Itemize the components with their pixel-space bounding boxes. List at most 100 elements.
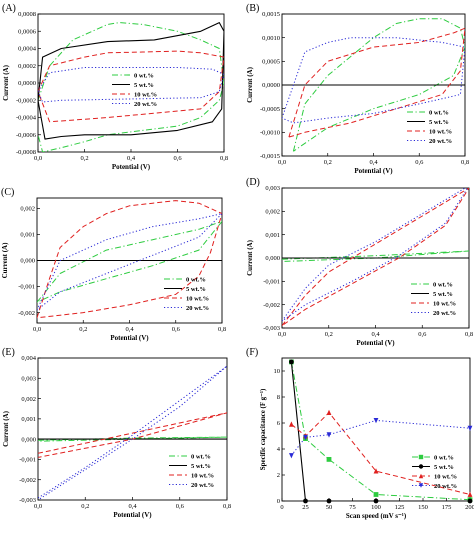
data-point-marker: [303, 434, 308, 441]
series-line-20wt: [282, 188, 469, 322]
data-point-marker: [289, 421, 294, 427]
series-line-10wt: [282, 188, 469, 327]
legend-label: 20 wt.%: [433, 310, 456, 317]
series-line-20wt: [282, 37, 465, 124]
series-group: [38, 365, 227, 500]
series-group: [282, 18, 465, 152]
x-tick-label: 0,6: [176, 503, 185, 510]
series-line-5wt: [38, 22, 224, 140]
y-tick-label: 0,001: [21, 416, 36, 423]
x-tick-label: 0,4: [371, 331, 380, 338]
y-axis-label: Current (A): [2, 410, 10, 447]
legend: 0 wt.% 5 wt.% 10 wt.% 20 wt.%: [112, 72, 157, 108]
data-point-marker: [303, 498, 308, 504]
legend-label: 0 wt.%: [134, 72, 154, 79]
x-tick-label: 150: [418, 504, 428, 511]
x-tick-label: 0,0: [34, 503, 42, 510]
x-tick-label: 0,2: [325, 331, 333, 338]
panel-label: (C): [1, 187, 14, 198]
legend-label: 0 wt.%: [434, 454, 454, 461]
plot-frame: [37, 13, 225, 153]
legend: 0 wt.% 5 wt.% 10 wt.% 20 wt.%: [407, 109, 452, 145]
x-tick-label: 0,0: [278, 159, 286, 166]
legend-label: 5 wt.%: [433, 291, 453, 298]
series-line-0wt: [290, 361, 470, 501]
x-tick-label: 0,4: [127, 155, 136, 162]
x-tick-label: 25: [302, 504, 309, 511]
series-line-0wt: [282, 250, 469, 262]
y-tick-label: -0,0005: [260, 106, 280, 113]
x-axis-label: Potential (V): [113, 511, 152, 519]
y-tick-label: -0,002: [18, 310, 35, 317]
panel-label: (A): [2, 3, 16, 14]
data-point-marker: [326, 457, 332, 462]
y-tick-label: 0,003: [265, 185, 280, 192]
legend: 0 wt.% 5 wt.% 10 wt.% 20 wt.%: [412, 454, 457, 490]
legend-label: 5 wt.%: [186, 286, 206, 293]
chart-panel-e: (E) 0,0 0,2 0,4 0,6 0,8 -0,003 -0,002 -0,001 0,00…: [2, 347, 231, 519]
x-tick-label: 0,0: [278, 331, 286, 338]
y-tick-label: -0,0002: [16, 97, 36, 104]
y-tick-label: -0,0015: [260, 153, 280, 160]
data-point-marker: [326, 498, 332, 504]
x-tick-label: 0,2: [79, 326, 87, 333]
legend-label: 5 wt.%: [429, 119, 449, 126]
legend-label: 20 wt.%: [134, 101, 157, 108]
y-tick-label: -0,001: [19, 457, 36, 464]
legend-label: 5 wt.%: [191, 463, 211, 470]
data-point-marker: [373, 468, 379, 474]
panel-label: (E): [2, 347, 15, 358]
y-tick-label: -0,0008: [16, 149, 36, 156]
legend-label: 5 wt.%: [134, 82, 154, 89]
x-tick-label: 200: [465, 504, 474, 511]
series-line-0wt: [292, 18, 465, 152]
series-line-20wt: [38, 365, 227, 500]
panel-label: (F): [246, 347, 258, 358]
series-group: [37, 200, 222, 319]
x-axis-label: Potential (V): [356, 339, 395, 347]
x-tick-label: 0,4: [128, 503, 137, 510]
y-tick-label: 0,004: [21, 355, 36, 362]
y-tick-label: 0,0000: [262, 82, 280, 89]
series-line-10wt: [38, 50, 224, 123]
legend-label: 0 wt.%: [191, 453, 211, 460]
y-tick-label: -0,0010: [260, 130, 280, 137]
y-axis-label: Current (A): [246, 239, 254, 276]
x-tick-label: 0,6: [415, 159, 424, 166]
y-tick-label: 8: [277, 394, 280, 401]
x-axis-label: Scan speed (mV s⁻¹): [346, 512, 407, 520]
x-tick-label: 0: [280, 504, 283, 511]
series-line-0wt: [37, 220, 222, 303]
y-tick-label: 6: [277, 420, 281, 427]
x-tick-label: 0,6: [173, 155, 182, 162]
y-tick-label: 0,002: [21, 396, 36, 403]
y-tick-label: 0,000: [20, 258, 35, 265]
y-tick-label: 0,000: [21, 436, 36, 443]
legend: 0 wt.% 5 wt.% 10 wt.% 20 wt.%: [169, 453, 214, 489]
chart-panel-c: (C) 0,0 0,2 0,4 0,6 0,8 -0,002 -0,001 0,000 0,001…: [1, 187, 226, 342]
data-point-marker: [289, 453, 294, 459]
y-tick-label: -0,0004: [16, 115, 37, 122]
x-tick-label: 0,6: [172, 326, 181, 333]
y-tick-label: -0,002: [263, 302, 280, 309]
legend-label: 10 wt.%: [186, 295, 209, 302]
legend-label: 20 wt.%: [434, 483, 457, 490]
x-tick-label: 0,0: [34, 155, 42, 162]
y-tick-label: 0,0004: [18, 46, 37, 53]
y-tick-label: 0,0005: [262, 59, 280, 66]
x-axis-label: Potential (V): [354, 167, 393, 175]
legend-marker: [418, 464, 424, 469]
y-tick-label: 10: [274, 368, 281, 375]
x-axis-label: Potential (V): [112, 163, 151, 171]
y-tick-label: 0,002: [265, 209, 280, 216]
legend-label: 5 wt.%: [434, 464, 454, 471]
y-tick-label: 0,001: [265, 232, 280, 239]
y-axis-label: Current (A): [1, 242, 9, 279]
chart-panel-d: (D) 0,0 0,2 0,4 0,6 0,8 -0,003 -0,002 -0,001 0,00…: [246, 177, 473, 347]
panel-label: (D): [246, 177, 260, 188]
y-tick-label: 0,000: [265, 255, 280, 262]
chart-panel-a: (A) 0,0 0,2 0,4 0,6 0,8 -0,0008 -0,0006 -0,0004 -…: [2, 3, 228, 171]
legend-label: 10 wt.%: [433, 300, 456, 307]
data-point-marker: [467, 498, 473, 504]
